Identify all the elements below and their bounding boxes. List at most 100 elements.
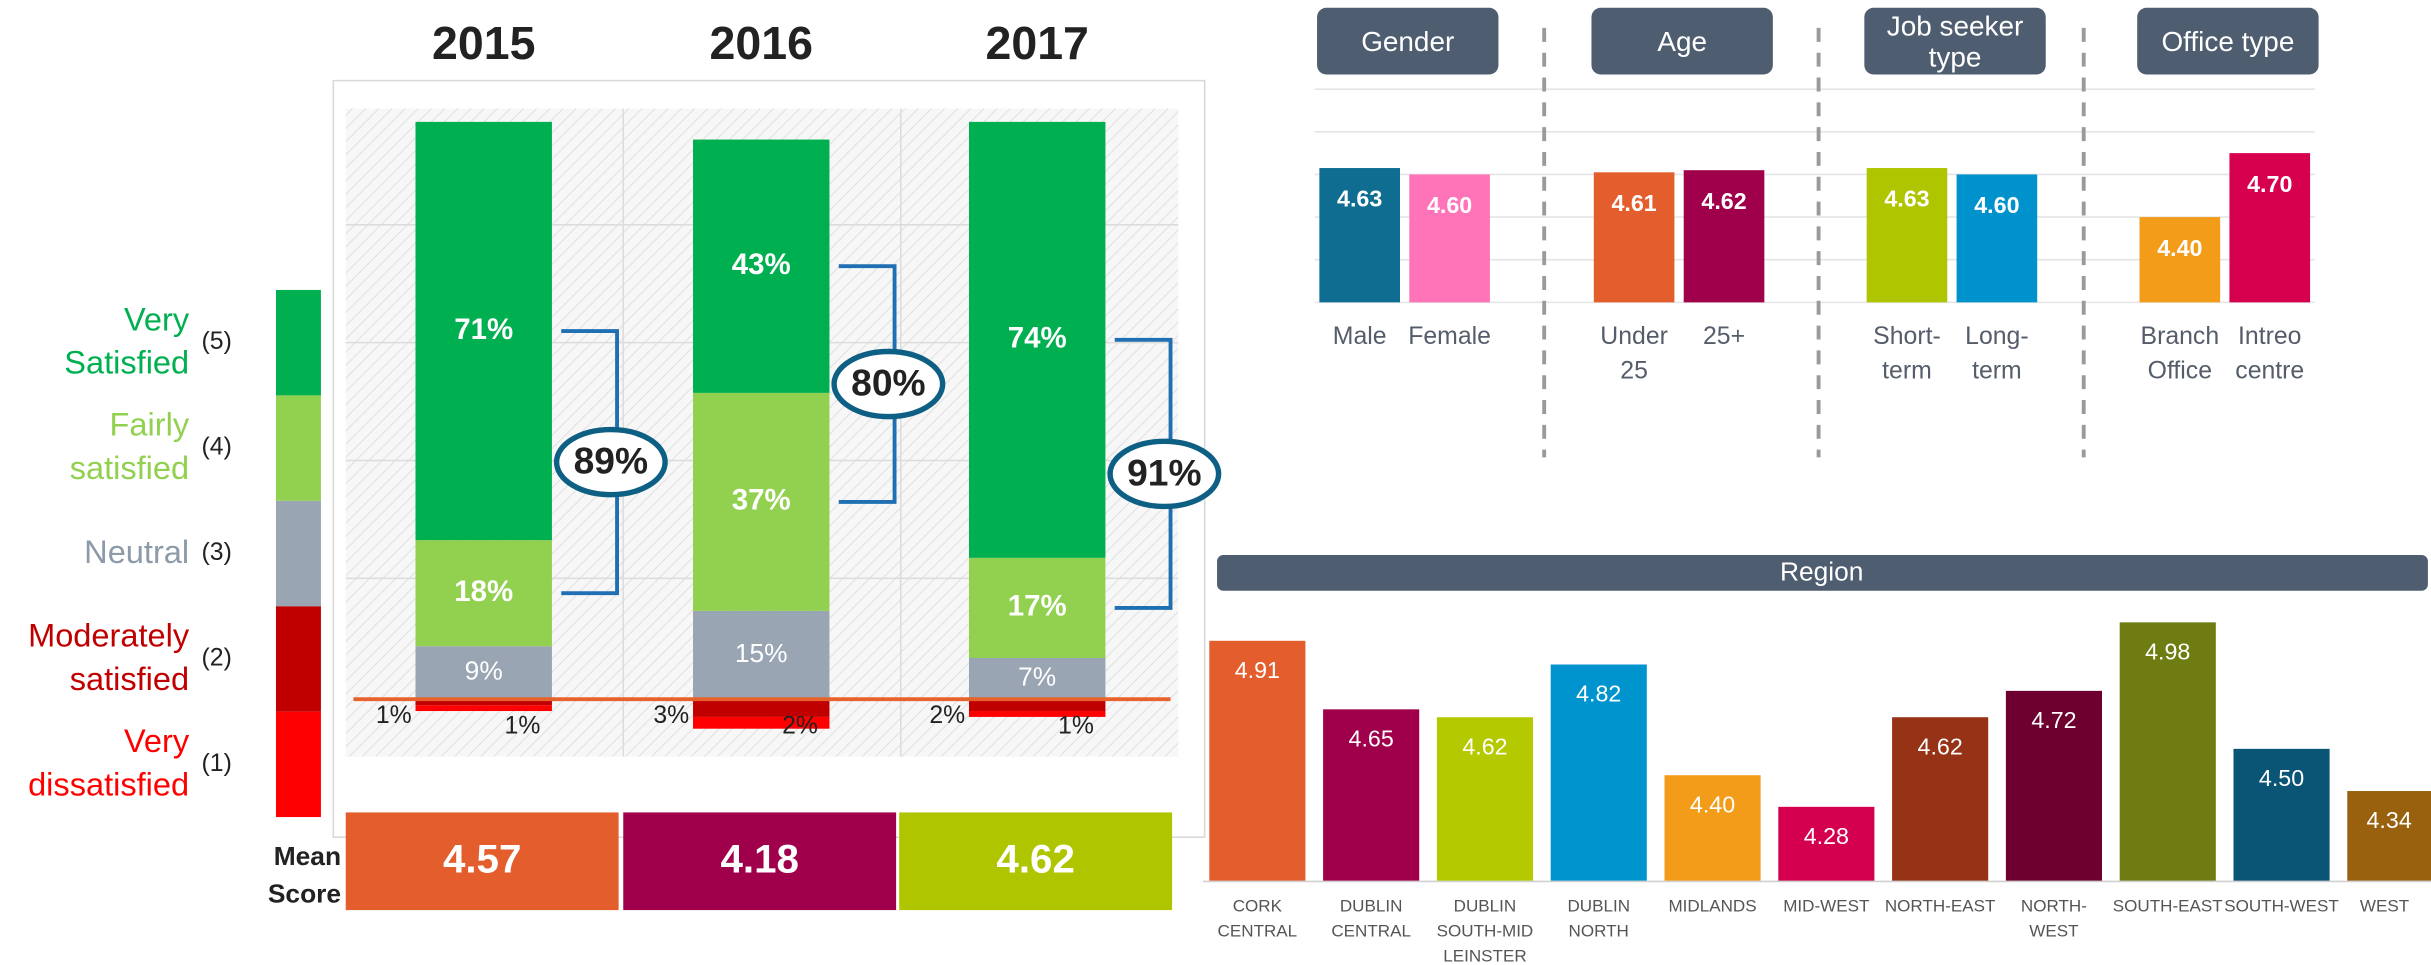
value-label: 4.62 xyxy=(1918,733,1963,759)
bar-segment xyxy=(415,699,552,706)
bar xyxy=(1593,172,1675,303)
group-title: Office type xyxy=(2161,25,2295,57)
legend-code: (2) xyxy=(202,644,232,671)
category-label-box: NORTH-WEST xyxy=(2021,898,2087,941)
year-label: 2017 xyxy=(985,17,1088,69)
bar xyxy=(2229,153,2311,303)
value-label: 4.72 xyxy=(2031,707,2076,733)
legend-label: Moderately satisfied xyxy=(28,618,190,698)
category-label-box: NORTH-EAST xyxy=(1884,897,1996,917)
category-label-box: SOUTH-EAST xyxy=(2112,897,2223,917)
total-badge xyxy=(831,348,946,420)
segment-label: 37% xyxy=(732,484,791,517)
category-label: SOUTH-EAST xyxy=(2112,897,2223,917)
bar-segment xyxy=(415,646,552,700)
legend-label-box: Very dissatisfied xyxy=(28,724,190,804)
bar-segment xyxy=(693,699,830,717)
value-label: 4.61 xyxy=(1611,190,1656,216)
category-label-box: CORK CENTRAL xyxy=(1218,898,1298,941)
category-label-box: MIDLANDS xyxy=(1668,897,1757,917)
category-label-box: DUBLIN CENTRAL xyxy=(1331,898,1411,941)
value-label: 4.34 xyxy=(2367,807,2412,833)
category-label: 25+ xyxy=(1702,324,1746,351)
value-label: 4.70 xyxy=(2247,171,2292,197)
region-header xyxy=(1217,555,2428,591)
category-label: WEST xyxy=(2359,897,2410,917)
group-header xyxy=(1591,7,1773,75)
year-label: 2016 xyxy=(710,17,813,69)
bar xyxy=(2119,622,2216,881)
value-label: 4.62 xyxy=(1701,188,1746,214)
legend-swatch xyxy=(275,711,321,818)
category-label: Short-term xyxy=(1873,324,1941,385)
bar-segment xyxy=(693,716,830,729)
category-label: SOUTH-WEST xyxy=(2224,897,2339,917)
bar-segment xyxy=(693,610,830,700)
value-label: 4.91 xyxy=(1235,657,1280,683)
category-label: Under 25 xyxy=(1600,324,1668,385)
legend-code: (5) xyxy=(202,328,232,355)
segment-label: 1% xyxy=(505,713,541,740)
bar-segment xyxy=(415,705,552,712)
value-label: 4.98 xyxy=(2145,638,2190,664)
group-title: Job seeker type xyxy=(1886,10,2024,73)
group-title-box: Gender xyxy=(1361,25,1455,57)
total-label: 91% xyxy=(1127,451,1201,493)
value-label: 4.40 xyxy=(1690,791,1735,817)
bar xyxy=(1778,806,1875,881)
category-label: NORTH-EAST xyxy=(1884,897,1996,917)
category-label-box: Under 25 xyxy=(1600,324,1668,385)
value-label: 4.82 xyxy=(1576,681,1621,707)
value-label: 4.60 xyxy=(1427,192,1472,218)
total-badge xyxy=(553,426,668,498)
bar-segment xyxy=(968,121,1106,558)
bar xyxy=(2233,748,2330,881)
mean-box xyxy=(899,812,1173,911)
category-label-box: Branch Office xyxy=(2140,324,2220,385)
group-title: Gender xyxy=(1361,25,1455,57)
bar-segment xyxy=(693,139,830,393)
legend-label: Very dissatisfied xyxy=(28,724,190,804)
category-label: MIDLANDS xyxy=(1668,897,1757,917)
group-header xyxy=(1864,7,2046,75)
segment-label: 1% xyxy=(376,702,412,729)
bar xyxy=(2139,217,2221,303)
value-label: 4.50 xyxy=(2259,765,2304,791)
segment-label: 15% xyxy=(735,638,788,668)
value-label: 4.63 xyxy=(1884,186,1929,212)
segment-label: 1% xyxy=(1058,713,1094,740)
total-label: 80% xyxy=(851,361,925,403)
bar xyxy=(2005,690,2103,881)
bar xyxy=(1866,168,1948,303)
region-title: Region xyxy=(1780,557,1863,587)
total-badge xyxy=(1107,438,1222,510)
year-label: 2015 xyxy=(432,17,535,69)
value-label: 4.40 xyxy=(2157,235,2202,261)
group-title-box: Job seeker type xyxy=(1886,10,2024,73)
category-label-box: SOUTH-WEST xyxy=(2224,897,2339,917)
bar-segment xyxy=(968,557,1106,659)
bar xyxy=(1409,174,1490,303)
legend-label-box: Moderately satisfied xyxy=(28,618,190,698)
legend-swatch xyxy=(275,395,321,501)
bar xyxy=(1319,168,1400,303)
legend-label-box: Fairly satisfied xyxy=(70,408,189,487)
mean-title-box: Mean Score xyxy=(267,841,342,909)
value-label: 4.28 xyxy=(1804,823,1849,849)
mean-box xyxy=(623,812,897,911)
segment-label: 9% xyxy=(465,656,503,686)
group-separators xyxy=(1542,27,2086,458)
mean-label: 4.57 xyxy=(443,837,521,882)
legend-label-box: Neutral xyxy=(84,535,189,571)
segment-label: 17% xyxy=(1008,590,1067,623)
category-label-box: DUBLIN NORTH xyxy=(1567,898,1630,941)
legend-code: (1) xyxy=(202,750,232,777)
category-label: Branch Office xyxy=(2140,324,2220,385)
legend-label: Very Satisfied xyxy=(64,302,190,382)
bar xyxy=(2347,791,2431,881)
mean-title: Mean Score xyxy=(267,841,342,909)
category-label-box: Short-term xyxy=(1873,324,1941,385)
bar xyxy=(1683,170,1765,303)
bar-segment xyxy=(968,699,1106,712)
